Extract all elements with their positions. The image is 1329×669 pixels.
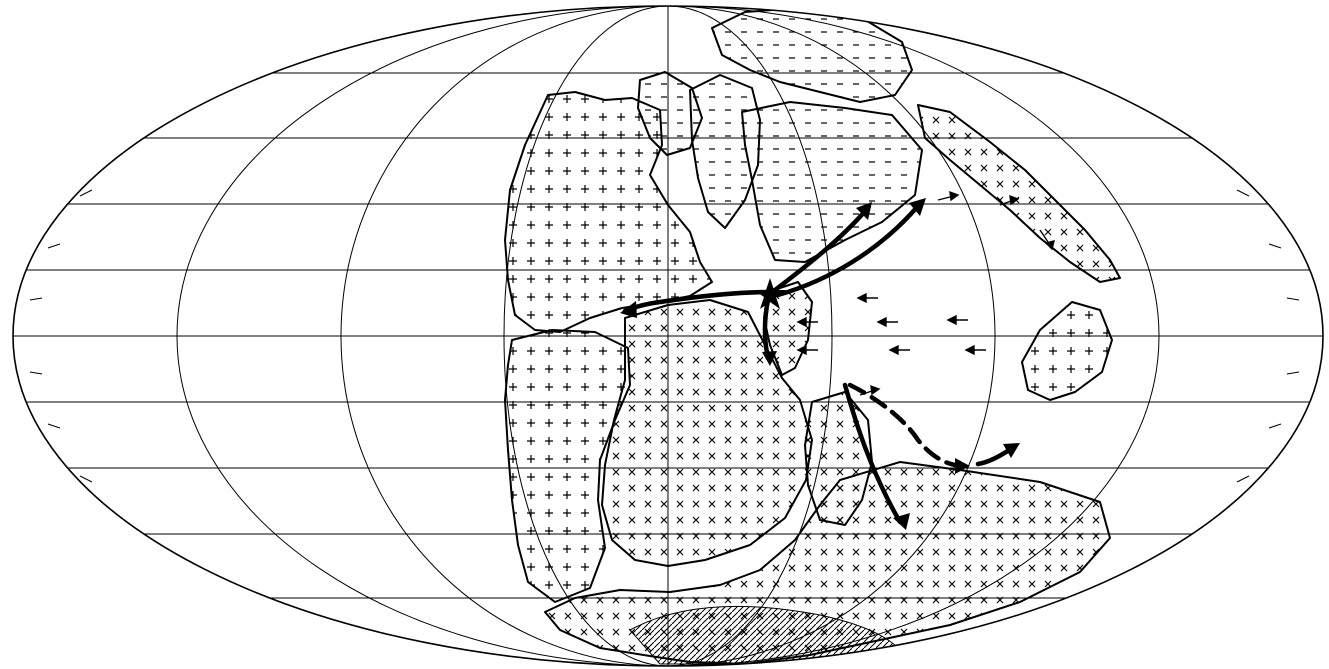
small-arrow <box>1039 229 1055 251</box>
edge-tick <box>47 243 61 249</box>
edge-tick <box>79 475 93 483</box>
edge-tick <box>1236 189 1250 197</box>
migration-arrow-dashed <box>847 382 965 469</box>
arrowhead <box>909 198 926 216</box>
south-america <box>504 329 631 603</box>
edge-tick <box>29 371 43 375</box>
meridian <box>503 6 833 666</box>
small-arrow <box>964 344 986 356</box>
edge-tick <box>1286 371 1300 375</box>
meridian <box>176 6 1160 666</box>
edge-tick <box>47 423 61 429</box>
small-arrow <box>796 344 818 356</box>
edge-tick <box>29 297 43 301</box>
small-arrow <box>937 190 960 202</box>
arrowhead <box>1003 443 1020 458</box>
edge-ticks <box>29 189 1300 483</box>
australia <box>1021 301 1113 401</box>
asia <box>741 101 923 263</box>
africa <box>601 299 813 567</box>
small-flow-arrows <box>796 190 1055 396</box>
greenland <box>637 71 703 156</box>
arrowhead <box>856 202 872 220</box>
small-arrow <box>888 344 910 356</box>
ice-cap <box>629 605 901 665</box>
arrowhead <box>955 458 970 474</box>
landmasses <box>504 7 1121 665</box>
migration-arrow-to-northeast-asia-1 <box>772 207 869 293</box>
arrowhead <box>893 513 910 530</box>
arrowhead <box>620 301 637 318</box>
small-arrow <box>999 194 1020 206</box>
small-arrow <box>946 314 968 326</box>
edge-tick <box>79 189 93 197</box>
edge-tick <box>1286 297 1300 301</box>
edge-tick <box>1268 243 1282 249</box>
small-arrow <box>856 292 878 304</box>
edge-tick <box>1268 423 1282 429</box>
small-arrow <box>876 316 898 328</box>
east-asian-terranes <box>917 104 1121 283</box>
migration-arrow-to-northeast-asia-2 <box>775 203 921 298</box>
edge-tick <box>1236 475 1250 483</box>
arrowhead <box>762 351 777 366</box>
migration-arrows <box>620 198 1020 530</box>
small-arrow <box>796 316 818 328</box>
meridian <box>340 6 996 666</box>
migration-arrow-to-southern-africa <box>842 382 903 525</box>
